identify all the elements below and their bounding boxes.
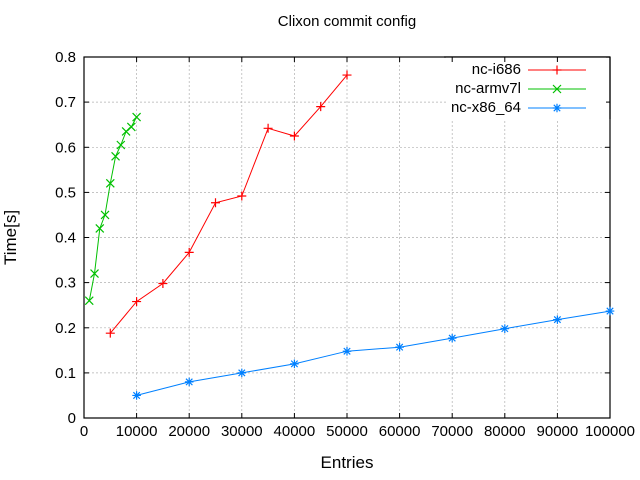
svg-text:70000: 70000 xyxy=(431,423,473,440)
svg-text:Entries: Entries xyxy=(321,453,374,472)
svg-text:nc-i686: nc-i686 xyxy=(472,61,521,78)
svg-text:Time[s]: Time[s] xyxy=(1,210,20,265)
svg-text:Clixon commit config: Clixon commit config xyxy=(278,13,416,30)
svg-text:0.7: 0.7 xyxy=(55,94,76,111)
svg-text:80000: 80000 xyxy=(484,423,526,440)
svg-text:0.2: 0.2 xyxy=(55,320,76,337)
svg-text:0.5: 0.5 xyxy=(55,184,76,201)
svg-text:0.8: 0.8 xyxy=(55,49,76,66)
svg-text:nc-x86_64: nc-x86_64 xyxy=(451,99,521,116)
svg-text:100000: 100000 xyxy=(585,423,635,440)
svg-text:0: 0 xyxy=(68,410,76,427)
svg-text:50000: 50000 xyxy=(326,423,368,440)
svg-text:0.1: 0.1 xyxy=(55,365,76,382)
svg-text:40000: 40000 xyxy=(274,423,316,440)
svg-text:0.6: 0.6 xyxy=(55,139,76,156)
svg-text:30000: 30000 xyxy=(221,423,263,440)
svg-text:0: 0 xyxy=(80,423,88,440)
svg-text:0.3: 0.3 xyxy=(55,275,76,292)
svg-text:90000: 90000 xyxy=(537,423,579,440)
svg-text:nc-armv7l: nc-armv7l xyxy=(455,80,521,97)
svg-text:0.4: 0.4 xyxy=(55,230,76,247)
svg-text:10000: 10000 xyxy=(116,423,158,440)
svg-text:20000: 20000 xyxy=(168,423,210,440)
svg-text:60000: 60000 xyxy=(379,423,421,440)
